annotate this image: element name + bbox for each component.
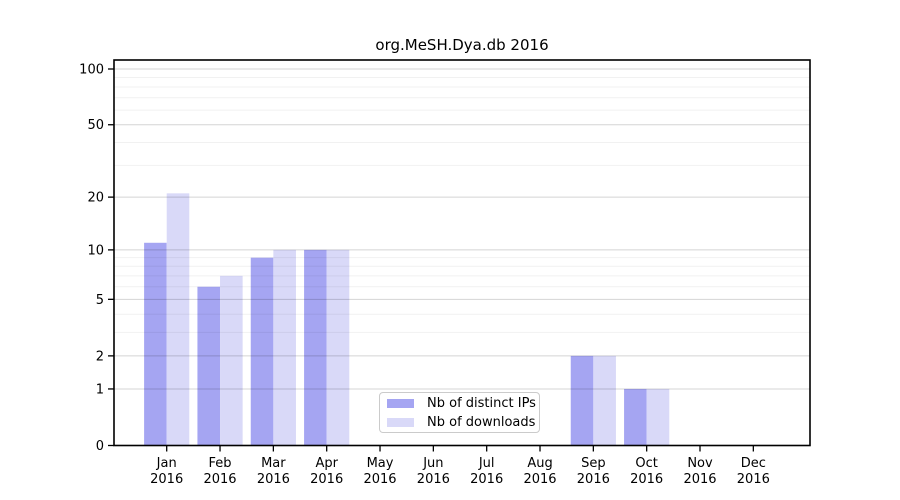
x-tick-label-year: 2016 — [630, 472, 663, 487]
legend: Nb of distinct IPs Nb of downloads — [379, 392, 540, 433]
legend-swatch-distinct-ips-icon — [387, 398, 414, 408]
bar-distinct-ips-feb — [197, 286, 221, 446]
x-tick-label-year: 2016 — [150, 472, 183, 487]
bar-downloads-feb — [220, 275, 243, 446]
plot-frame — [113, 59, 811, 447]
x-tick-label-year: 2016 — [310, 472, 343, 487]
bar-distinct-ips-jan — [144, 242, 167, 446]
legend-label-downloads: Nb of downloads — [427, 414, 536, 430]
x-tick-label-month: Jan — [156, 456, 177, 471]
x-tick-label-month: Feb — [209, 456, 232, 471]
y-tick-label: 10 — [87, 243, 104, 258]
bar-downloads-sep — [593, 355, 616, 446]
y-axis: 0 1 2 5 10 20 50 100 — [79, 63, 114, 454]
x-tick-label-month: Aug — [527, 456, 552, 471]
x-tick-label-month: May — [367, 456, 394, 471]
legend-swatch-downloads-icon — [387, 417, 414, 427]
bar-downloads-mar — [273, 249, 296, 446]
x-tick-label-month: Jun — [422, 456, 443, 471]
x-tick-label-year: 2016 — [203, 472, 236, 487]
y-tick-label: 20 — [87, 191, 104, 206]
x-tick-label-month: Oct — [635, 456, 657, 471]
y-tick-label: 2 — [96, 349, 104, 364]
gridlines — [114, 68, 810, 390]
x-tick-label-year: 2016 — [363, 472, 396, 487]
y-tick-label: 5 — [96, 293, 104, 308]
x-tick-label-month: Apr — [315, 456, 338, 471]
legend-item-downloads: Nb of downloads — [380, 415, 539, 430]
legend-label-distinct-ips: Nb of distinct IPs — [427, 395, 536, 411]
x-tick-label-year: 2016 — [417, 472, 450, 487]
bar-downloads-apr — [326, 249, 350, 446]
x-tick-label-month: Sep — [581, 456, 606, 471]
x-tick-label-month: Nov — [687, 456, 713, 471]
x-tick-label-year: 2016 — [257, 472, 290, 487]
x-tick-label-year: 2016 — [737, 472, 770, 487]
x-axis: Jan2016Feb2016Mar2016Apr2016May2016Jun20… — [150, 445, 770, 487]
x-tick-label-year: 2016 — [470, 472, 503, 487]
x-tick-label-year: 2016 — [577, 472, 610, 487]
x-tick-label-month: Dec — [741, 456, 766, 471]
bar-downloads-oct — [646, 388, 670, 446]
y-tick-label: 1 — [96, 382, 104, 397]
bar-downloads-jan — [166, 193, 190, 446]
bar-distinct-ips-mar — [250, 257, 274, 446]
bars — [144, 193, 670, 446]
bar-distinct-ips-sep — [570, 355, 594, 446]
x-tick-label-year: 2016 — [523, 472, 556, 487]
y-tick-label: 100 — [79, 63, 104, 78]
bar-distinct-ips-apr — [304, 249, 327, 446]
x-tick-label-month: Mar — [261, 456, 286, 471]
y-tick-label: 0 — [96, 439, 104, 454]
x-tick-label-month: Jul — [478, 456, 495, 471]
y-tick-label: 50 — [87, 118, 104, 133]
legend-item-distinct-ips: Nb of distinct IPs — [380, 396, 539, 411]
x-tick-label-year: 2016 — [683, 472, 716, 487]
chart-title: org.MeSH.Dya.db 2016 — [375, 36, 549, 54]
bar-distinct-ips-oct — [624, 388, 647, 446]
